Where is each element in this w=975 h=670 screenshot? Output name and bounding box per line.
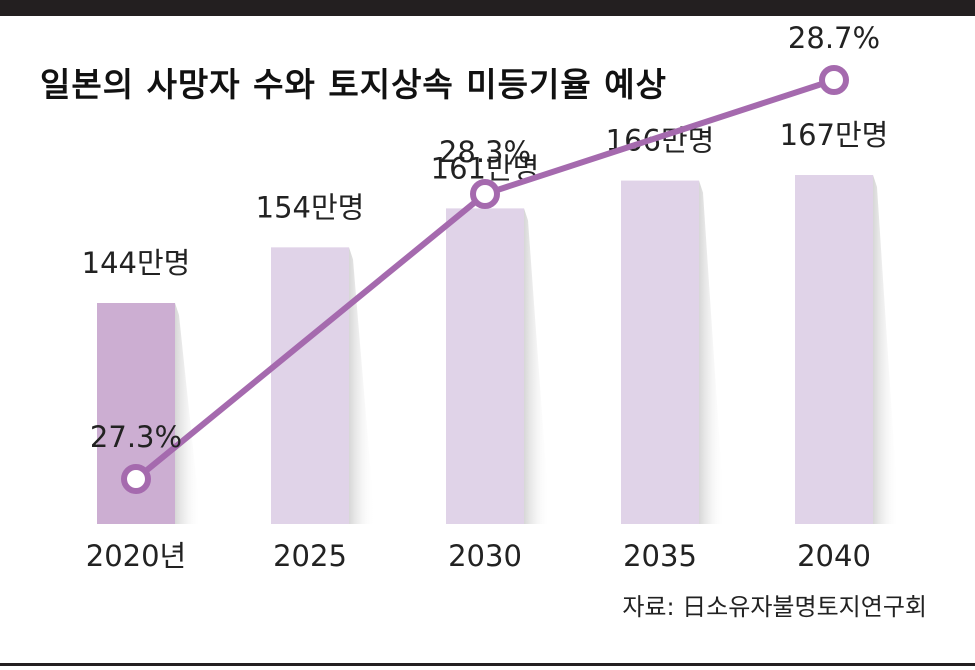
line-point [121, 464, 151, 494]
bar-shadow [873, 175, 899, 524]
bar [795, 175, 873, 524]
line-point [819, 65, 849, 95]
bar-shadow [175, 303, 201, 524]
bar-shadow [349, 247, 375, 524]
bar-value-label: 154만명 [256, 190, 365, 224]
x-tick-label: 2040 [797, 539, 871, 573]
line-value-label: 28.3% [439, 135, 531, 169]
line-point [470, 179, 500, 209]
bar-shadow [699, 180, 725, 524]
chart-title: 일본의 사망자 수와 토지상속 미등기율 예상 [40, 65, 667, 104]
x-tick-label: 2030 [448, 539, 522, 573]
bar [271, 247, 349, 524]
bottom-frame-rule [0, 663, 975, 666]
x-tick-label: 2020년 [86, 539, 186, 573]
bar [446, 208, 524, 524]
line-value-label: 27.3% [90, 420, 182, 454]
bar-value-label: 166만명 [606, 124, 715, 158]
x-tick-label: 2035 [623, 539, 697, 573]
top-frame-bar [0, 0, 975, 16]
bar-shadow [524, 208, 550, 524]
bar-value-label: 144만명 [82, 246, 191, 280]
bar [621, 180, 699, 524]
bar-value-label: 167만명 [780, 118, 889, 152]
line-value-label: 28.7% [788, 21, 880, 55]
x-tick-label: 2025 [273, 539, 347, 573]
source-note: 자료: 日소유자불명토지연구회 [622, 593, 927, 621]
